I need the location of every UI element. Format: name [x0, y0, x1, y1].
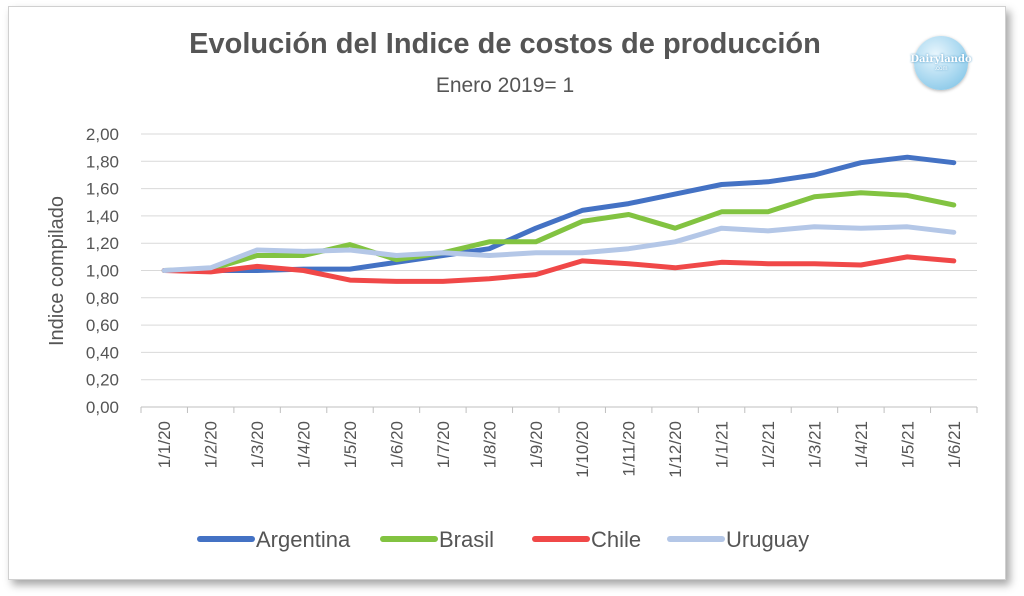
x-tick-label: 1/5/21 — [898, 421, 917, 468]
x-tick-label: 1/3/20 — [248, 421, 267, 468]
y-tick-label: 0,80 — [86, 289, 119, 308]
y-axis-label: Indice compilado — [46, 196, 68, 346]
legend-label-uruguay: Uruguay — [726, 527, 809, 552]
y-tick-label: 1,60 — [86, 180, 119, 199]
y-tick-label: 1,20 — [86, 234, 119, 253]
x-tick-label: 1/4/20 — [295, 421, 314, 468]
x-tick-label: 1/10/20 — [573, 421, 592, 478]
series-lines — [161, 154, 957, 284]
logo-subtext: .com — [934, 66, 948, 72]
legend-label-argentina: Argentina — [256, 527, 351, 552]
dairylando-logo: Dairylando .com — [910, 36, 972, 90]
y-tick-label: 1,80 — [86, 152, 119, 171]
y-tick-label: 0,40 — [86, 343, 119, 362]
legend: Argentina Brasil Chile Uruguay — [197, 527, 809, 552]
x-tick-label: 1/2/20 — [202, 421, 221, 468]
x-tick-label: 1/1/21 — [713, 421, 732, 468]
x-tick-label: 1/2/21 — [759, 421, 778, 468]
x-tick-label: 1/6/20 — [387, 421, 406, 468]
x-tick-label: 1/12/20 — [666, 421, 685, 478]
legend-label-chile: Chile — [591, 527, 641, 552]
chart-card — [8, 6, 1006, 580]
y-tick-label: 0,20 — [86, 371, 119, 390]
x-tick-label: 1/5/20 — [341, 421, 360, 468]
x-tick-label: 1/6/21 — [945, 421, 964, 468]
x-tick-label: 1/9/20 — [527, 421, 546, 468]
x-tick-label: 1/3/21 — [805, 421, 824, 468]
series-line-uruguay — [161, 224, 957, 273]
chart-subtitle: Enero 2019= 1 — [435, 74, 575, 97]
y-tick-labels: 0,00 0,20 0,40 0,60 0,80 1,00 1,20 1,40 1,60 1,80… — [86, 125, 119, 417]
x-axis: 1/1/20 1/2/20 1/3/20 1/4/20 1/5/20 1/6/20 1/7/… — [140, 406, 978, 478]
x-tick-label: 1/8/20 — [480, 421, 499, 468]
y-tick-label: 2,00 — [86, 125, 119, 144]
x-tick-label: 1/7/20 — [434, 421, 453, 468]
y-tick-label: 0,60 — [86, 316, 119, 335]
x-tick-label: 1/11/20 — [620, 421, 639, 476]
chart-title: Evolución del Indice de costos de produc… — [189, 28, 821, 60]
legend-label-brasil: Brasil — [439, 527, 494, 552]
logo-text: Dairylando — [910, 54, 972, 65]
y-tick-label: 0,00 — [86, 398, 119, 417]
y-tick-label: 1,40 — [86, 207, 119, 226]
y-tick-label: 1,00 — [86, 262, 119, 281]
series-line-chile — [161, 254, 957, 284]
series-line-brasil — [161, 190, 957, 273]
x-tick-label: 1/1/20 — [155, 421, 174, 468]
x-tick-label: 1/4/21 — [852, 421, 871, 468]
